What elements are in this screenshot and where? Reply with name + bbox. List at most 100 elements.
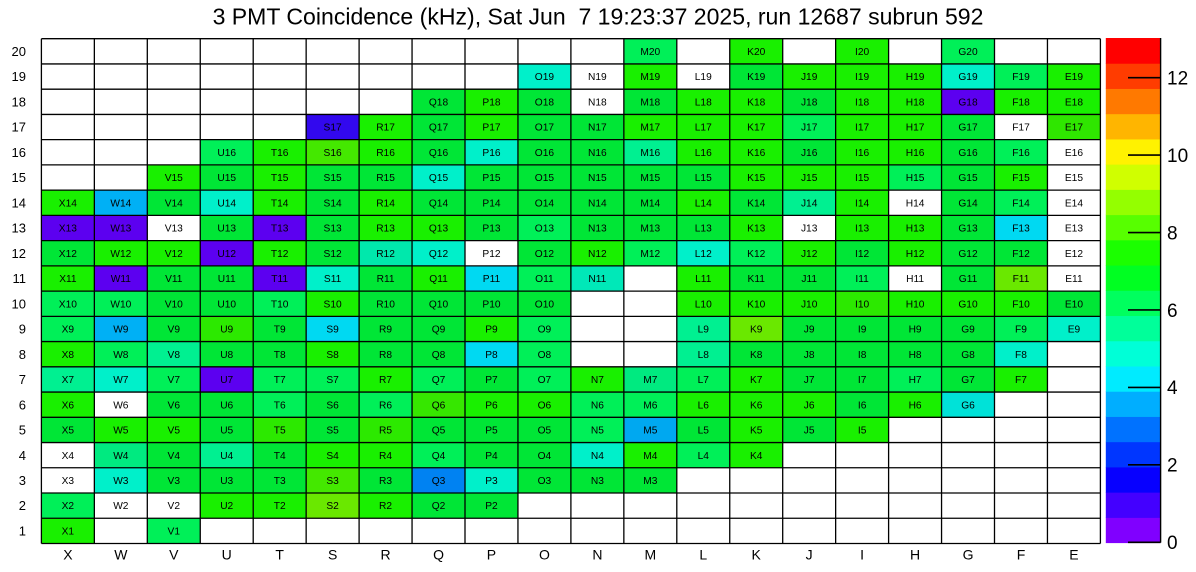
svg-text:Q4: Q4: [432, 451, 446, 462]
svg-text:I15: I15: [855, 173, 869, 184]
svg-text:X10: X10: [59, 299, 77, 310]
svg-text:T10: T10: [271, 299, 289, 310]
svg-text:T15: T15: [271, 173, 289, 184]
svg-text:G17: G17: [958, 123, 978, 134]
svg-text:O15: O15: [535, 173, 555, 184]
svg-text:H6: H6: [909, 400, 922, 411]
svg-text:T11: T11: [271, 274, 288, 285]
svg-text:G15: G15: [958, 173, 978, 184]
svg-text:W4: W4: [113, 451, 129, 462]
svg-text:Q2: Q2: [432, 501, 446, 512]
svg-text:O3: O3: [538, 476, 552, 487]
svg-text:4: 4: [19, 448, 26, 463]
svg-text:X6: X6: [62, 400, 75, 411]
svg-text:F8: F8: [1015, 350, 1027, 361]
svg-text:K6: K6: [750, 400, 763, 411]
svg-text:20: 20: [12, 44, 26, 59]
svg-text:S17: S17: [324, 123, 342, 134]
svg-text:5: 5: [19, 423, 26, 438]
svg-text:P6: P6: [485, 400, 498, 411]
svg-text:H9: H9: [909, 325, 922, 336]
svg-text:E19: E19: [1065, 72, 1083, 83]
svg-text:15: 15: [12, 170, 26, 185]
svg-text:W: W: [114, 547, 128, 563]
svg-text:O6: O6: [538, 400, 552, 411]
svg-text:K17: K17: [747, 123, 765, 134]
svg-text:O14: O14: [535, 198, 555, 209]
svg-text:G10: G10: [958, 299, 978, 310]
svg-text:12: 12: [12, 246, 26, 261]
svg-text:J: J: [806, 547, 813, 563]
svg-text:P12: P12: [482, 249, 500, 260]
svg-text:P17: P17: [482, 123, 500, 134]
svg-text:M5: M5: [643, 426, 657, 437]
svg-text:O18: O18: [535, 97, 555, 108]
svg-text:M17: M17: [640, 123, 660, 134]
svg-text:S4: S4: [326, 451, 339, 462]
svg-text:P5: P5: [485, 426, 498, 437]
svg-text:O11: O11: [535, 274, 554, 285]
svg-text:R3: R3: [379, 476, 392, 487]
svg-text:F12: F12: [1012, 249, 1030, 260]
svg-text:L10: L10: [695, 299, 712, 310]
svg-text:10: 10: [1167, 146, 1188, 167]
svg-text:X8: X8: [62, 350, 75, 361]
svg-text:O5: O5: [538, 426, 552, 437]
svg-text:R11: R11: [377, 274, 395, 285]
svg-text:N16: N16: [588, 148, 607, 159]
svg-text:I20: I20: [855, 47, 869, 58]
svg-text:S8: S8: [326, 350, 339, 361]
svg-text:X1: X1: [62, 526, 75, 537]
svg-text:L7: L7: [698, 375, 710, 386]
svg-text:0: 0: [1167, 533, 1178, 554]
svg-text:I16: I16: [855, 148, 869, 159]
svg-text:I7: I7: [858, 375, 867, 386]
svg-text:R17: R17: [376, 123, 395, 134]
svg-text:Q6: Q6: [432, 400, 446, 411]
svg-text:L17: L17: [695, 123, 712, 134]
svg-text:F7: F7: [1015, 375, 1027, 386]
svg-text:J14: J14: [801, 198, 818, 209]
svg-text:F9: F9: [1015, 325, 1027, 336]
svg-text:O8: O8: [538, 350, 552, 361]
svg-text:S13: S13: [324, 224, 342, 235]
svg-text:G: G: [963, 547, 974, 563]
svg-text:N11: N11: [588, 274, 606, 285]
svg-text:L19: L19: [695, 72, 712, 83]
svg-text:J5: J5: [804, 426, 815, 437]
svg-text:Q7: Q7: [432, 375, 446, 386]
svg-text:R14: R14: [376, 198, 395, 209]
svg-text:O17: O17: [535, 123, 555, 134]
svg-text:M15: M15: [640, 173, 660, 184]
svg-text:S11: S11: [324, 274, 342, 285]
svg-text:U8: U8: [220, 350, 233, 361]
svg-text:V7: V7: [168, 375, 181, 386]
svg-text:R6: R6: [379, 400, 392, 411]
svg-text:M4: M4: [643, 451, 657, 462]
svg-text:14: 14: [12, 195, 26, 210]
svg-text:X: X: [63, 547, 73, 563]
svg-text:G18: G18: [958, 97, 978, 108]
svg-text:H15: H15: [906, 173, 925, 184]
svg-text:K5: K5: [750, 426, 763, 437]
svg-text:P13: P13: [482, 224, 500, 235]
svg-text:P9: P9: [485, 325, 498, 336]
svg-text:S15: S15: [324, 173, 342, 184]
svg-text:L: L: [699, 547, 707, 563]
svg-text:I10: I10: [855, 299, 869, 310]
svg-text:W9: W9: [113, 325, 129, 336]
svg-text:K16: K16: [747, 148, 765, 159]
svg-text:V1: V1: [168, 526, 181, 537]
svg-text:U2: U2: [220, 501, 233, 512]
svg-text:V9: V9: [168, 325, 181, 336]
svg-text:N13: N13: [588, 224, 607, 235]
svg-text:U15: U15: [217, 173, 236, 184]
svg-text:P: P: [487, 547, 496, 563]
svg-text:U: U: [222, 547, 232, 563]
svg-text:V12: V12: [165, 249, 183, 260]
svg-text:U3: U3: [220, 476, 233, 487]
svg-text:E15: E15: [1065, 173, 1083, 184]
svg-text:H10: H10: [906, 299, 925, 310]
svg-text:G8: G8: [961, 350, 975, 361]
svg-text:P16: P16: [482, 148, 500, 159]
